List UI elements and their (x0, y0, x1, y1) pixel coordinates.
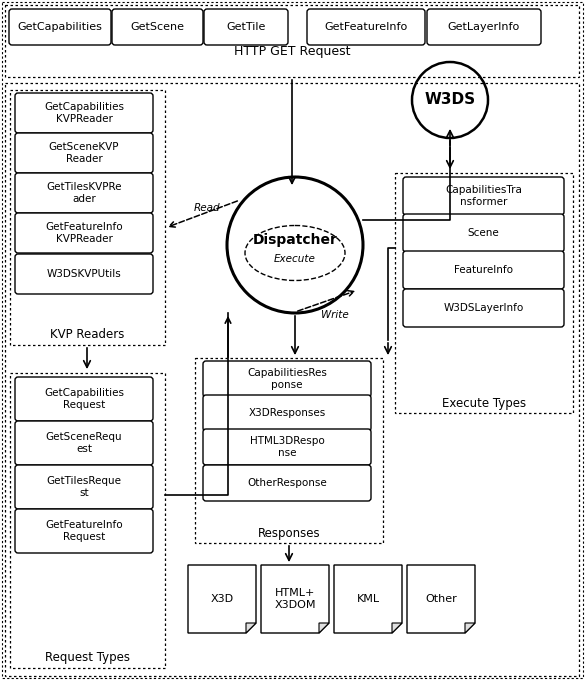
Text: GetSceneRequ
est: GetSceneRequ est (46, 431, 122, 454)
Bar (395, 173, 573, 413)
Text: GetSceneKVP
Reader: GetSceneKVP Reader (49, 142, 119, 164)
Text: X3D: X3D (211, 594, 233, 604)
FancyBboxPatch shape (204, 9, 288, 45)
Polygon shape (188, 565, 256, 633)
FancyBboxPatch shape (203, 465, 371, 501)
Text: Execute: Execute (274, 254, 316, 264)
Bar (10, 373, 165, 668)
FancyBboxPatch shape (15, 509, 153, 553)
Text: KVP Readers: KVP Readers (50, 329, 125, 342)
Text: Scene: Scene (467, 228, 500, 238)
Text: CapabilitiesTra
nsformer: CapabilitiesTra nsformer (445, 185, 522, 207)
Polygon shape (334, 565, 402, 633)
Polygon shape (261, 565, 329, 633)
Text: W3DSLayerInfo: W3DSLayerInfo (443, 303, 524, 313)
FancyBboxPatch shape (203, 361, 371, 397)
Bar (10, 90, 165, 345)
FancyBboxPatch shape (403, 289, 564, 327)
FancyBboxPatch shape (403, 214, 564, 252)
Text: GetTilesReque
st: GetTilesReque st (46, 476, 122, 498)
Text: GetScene: GetScene (130, 22, 184, 32)
FancyBboxPatch shape (403, 177, 564, 215)
FancyBboxPatch shape (427, 9, 541, 45)
Text: Dispatcher: Dispatcher (253, 233, 338, 247)
FancyBboxPatch shape (9, 9, 111, 45)
Text: GetFeatureInfo
KVPReader: GetFeatureInfo KVPReader (45, 222, 123, 244)
Text: GetCapabilities
Request: GetCapabilities Request (44, 388, 124, 410)
Text: OtherResponse: OtherResponse (247, 478, 327, 488)
Bar (5, 83, 579, 676)
Polygon shape (319, 623, 329, 633)
FancyBboxPatch shape (15, 133, 153, 173)
Text: GetCapabilities: GetCapabilities (18, 22, 102, 32)
Text: GetTilesKVPRe
ader: GetTilesKVPRe ader (46, 182, 122, 204)
Text: KML: KML (356, 594, 380, 604)
Text: Request Types: Request Types (45, 652, 130, 665)
Text: GetFeatureInfo: GetFeatureInfo (324, 22, 408, 32)
Text: CapabilitiesRes
ponse: CapabilitiesRes ponse (247, 368, 327, 390)
FancyBboxPatch shape (112, 9, 203, 45)
FancyBboxPatch shape (15, 421, 153, 465)
Text: X3DResponses: X3DResponses (249, 408, 326, 418)
FancyBboxPatch shape (307, 9, 425, 45)
FancyBboxPatch shape (15, 173, 153, 213)
Polygon shape (392, 623, 402, 633)
Text: Execute Types: Execute Types (442, 397, 526, 410)
Text: FeatureInfo: FeatureInfo (454, 265, 513, 275)
Bar (5, 5, 579, 77)
Text: GetCapabilities
KVPReader: GetCapabilities KVPReader (44, 102, 124, 124)
Text: HTTP GET Request: HTTP GET Request (234, 45, 350, 58)
FancyBboxPatch shape (203, 429, 371, 465)
Text: GetTile: GetTile (226, 22, 266, 32)
Text: W3DS: W3DS (425, 93, 476, 108)
FancyBboxPatch shape (403, 251, 564, 289)
Text: GetLayerInfo: GetLayerInfo (448, 22, 520, 32)
Polygon shape (246, 623, 256, 633)
Text: Responses: Responses (257, 526, 321, 539)
Text: GetFeatureInfo
Request: GetFeatureInfo Request (45, 520, 123, 542)
Text: Read: Read (194, 203, 221, 213)
Polygon shape (465, 623, 475, 633)
FancyBboxPatch shape (15, 377, 153, 421)
Text: HTML3DRespo
nse: HTML3DRespo nse (250, 436, 324, 458)
Bar (195, 358, 383, 543)
FancyBboxPatch shape (15, 465, 153, 509)
FancyBboxPatch shape (203, 395, 371, 431)
Text: W3DSKVPUtils: W3DSKVPUtils (47, 269, 121, 279)
Polygon shape (407, 565, 475, 633)
FancyBboxPatch shape (15, 93, 153, 133)
Text: Other: Other (425, 594, 457, 604)
Text: HTML+
X3DOM: HTML+ X3DOM (274, 588, 316, 611)
Text: Write: Write (321, 310, 349, 320)
FancyBboxPatch shape (15, 254, 153, 294)
FancyBboxPatch shape (15, 213, 153, 253)
